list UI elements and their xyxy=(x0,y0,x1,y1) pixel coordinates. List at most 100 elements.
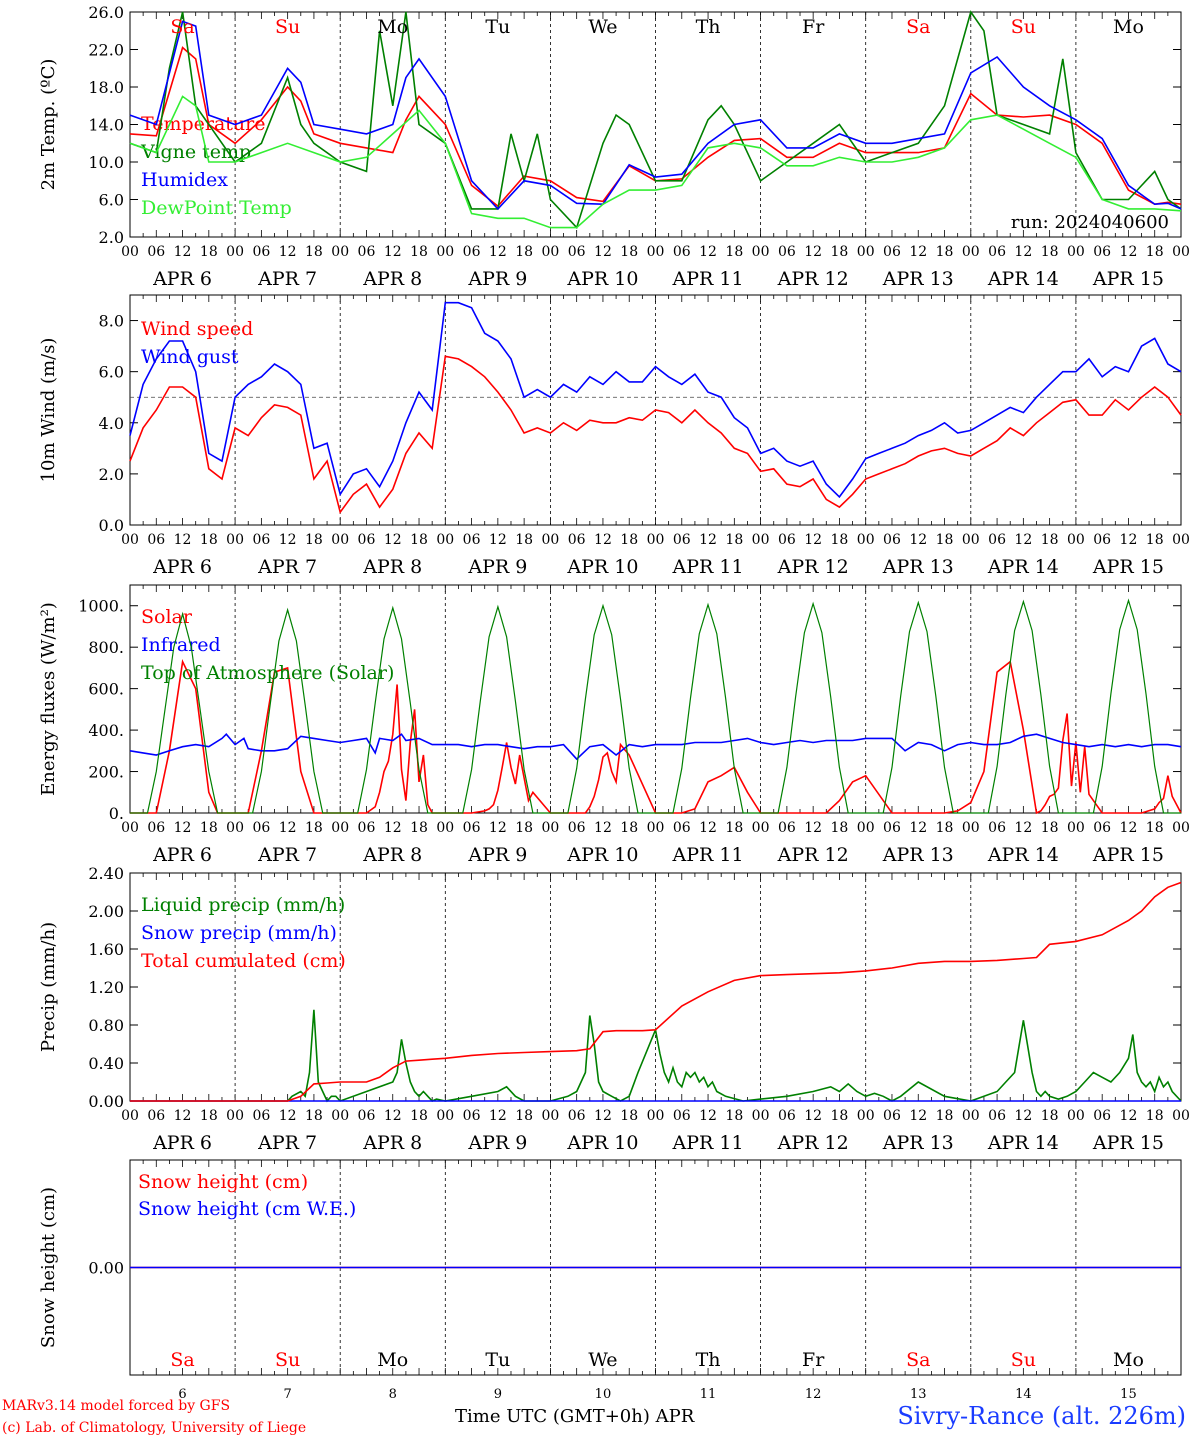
hour-label: 06 xyxy=(252,244,270,260)
day-number-label: 13 xyxy=(910,1387,927,1402)
hour-label: 00 xyxy=(1172,820,1190,836)
hour-label: 00 xyxy=(647,244,665,260)
date-label: APR 14 xyxy=(987,844,1059,866)
hour-label: 00 xyxy=(541,532,559,548)
date-label: APR 14 xyxy=(987,268,1059,290)
date-label: APR 9 xyxy=(467,1132,527,1154)
hour-label: 12 xyxy=(699,532,717,548)
hour-label: 12 xyxy=(174,820,192,836)
hour-label: 06 xyxy=(358,532,376,548)
date-label: APR 13 xyxy=(882,1132,954,1154)
day-number-label: 14 xyxy=(1015,1387,1032,1402)
weekday-label: Tu xyxy=(485,16,510,38)
y-tick-label: 2.00 xyxy=(88,902,124,921)
hour-label: 06 xyxy=(988,532,1006,548)
hour-label: 06 xyxy=(252,1108,270,1124)
hour-label: 12 xyxy=(594,244,612,260)
series-line xyxy=(129,20,1182,211)
hour-label: 06 xyxy=(568,820,586,836)
hour-label: 00 xyxy=(541,1108,559,1124)
hour-label: 00 xyxy=(857,820,875,836)
weekday-label: We xyxy=(588,1349,617,1371)
date-label: APR 7 xyxy=(257,844,317,866)
weekday-label: Fr xyxy=(802,16,825,38)
hour-label: 12 xyxy=(384,820,402,836)
y-tick-label: 800. xyxy=(88,638,124,657)
date-label: APR 8 xyxy=(362,268,422,290)
date-label: APR 14 xyxy=(987,556,1059,578)
hour-label: 12 xyxy=(909,1108,927,1124)
hour-label: 18 xyxy=(620,532,638,548)
hour-label: 00 xyxy=(331,1108,349,1124)
hour-label: 18 xyxy=(1041,244,1059,260)
legend-entry: Vigne temp xyxy=(140,141,251,163)
date-label: APR 10 xyxy=(566,556,638,578)
y-tick-label: 26.0 xyxy=(88,3,124,22)
hour-label: 12 xyxy=(1120,244,1138,260)
hour-label: 00 xyxy=(647,532,665,548)
credit-lab: (c) Lab. of Climatology, University of L… xyxy=(2,1420,307,1436)
hour-label: 06 xyxy=(147,532,165,548)
hour-label: 12 xyxy=(489,1108,507,1124)
hour-label: 12 xyxy=(594,532,612,548)
hour-label: 12 xyxy=(1014,532,1032,548)
legend-entry: Top of Atmosphere (Solar) xyxy=(141,662,394,684)
hour-label: 00 xyxy=(541,820,559,836)
y-tick-label: 2.40 xyxy=(88,864,124,883)
hour-label: 12 xyxy=(909,820,927,836)
hour-label: 18 xyxy=(725,1108,743,1124)
hour-label: 18 xyxy=(515,1108,533,1124)
date-label: APR 15 xyxy=(1092,268,1164,290)
hour-label: 12 xyxy=(594,820,612,836)
hour-label: 00 xyxy=(331,532,349,548)
hour-label: 12 xyxy=(279,532,297,548)
hour-label: 06 xyxy=(147,1108,165,1124)
hour-label: 06 xyxy=(147,820,165,836)
hour-label: 06 xyxy=(1093,244,1111,260)
date-label: APR 10 xyxy=(566,1132,638,1154)
hour-label: 06 xyxy=(463,820,481,836)
y-tick-label: 1.60 xyxy=(88,940,124,959)
hour-label: 00 xyxy=(541,244,559,260)
hour-label: 06 xyxy=(358,244,376,260)
hour-label: 18 xyxy=(725,532,743,548)
y-axis-label: Snow height (cm) xyxy=(38,1187,59,1348)
hour-label: 06 xyxy=(988,244,1006,260)
y-tick-label: 22.0 xyxy=(88,41,124,60)
hour-label: 00 xyxy=(1067,532,1085,548)
y-tick-label: 0.80 xyxy=(88,1016,124,1035)
series-line xyxy=(129,733,1182,761)
series-line xyxy=(129,355,1182,515)
hour-label: 06 xyxy=(778,1108,796,1124)
y-tick-label: 6.0 xyxy=(99,191,124,210)
hour-label: 12 xyxy=(804,820,822,836)
hour-label: 18 xyxy=(725,244,743,260)
y-tick-label: 0.00 xyxy=(88,1092,124,1111)
hour-label: 12 xyxy=(384,244,402,260)
date-label: APR 6 xyxy=(152,556,212,578)
hour-label: 00 xyxy=(857,532,875,548)
hour-label: 12 xyxy=(909,532,927,548)
hour-label: 00 xyxy=(1067,820,1085,836)
legend-entry: Liquid precip (mm/h) xyxy=(141,894,345,916)
hour-label: 12 xyxy=(699,244,717,260)
y-tick-label: 6.0 xyxy=(99,363,124,382)
y-tick-label: 4.0 xyxy=(99,414,124,433)
legend-entry: Total cumulated (cm) xyxy=(141,950,346,972)
date-label: APR 15 xyxy=(1092,556,1164,578)
date-label: APR 14 xyxy=(987,1132,1059,1154)
weekday-label: Su xyxy=(1011,16,1036,38)
hour-label: 06 xyxy=(778,244,796,260)
hour-label: 06 xyxy=(673,1108,691,1124)
day-number-label: 6 xyxy=(178,1387,186,1402)
hour-label: 18 xyxy=(620,244,638,260)
hour-label: 12 xyxy=(279,1108,297,1124)
hour-label: 06 xyxy=(252,820,270,836)
date-label: APR 6 xyxy=(152,844,212,866)
legend-entry: Wind speed xyxy=(141,318,253,340)
hour-label: 06 xyxy=(1093,532,1111,548)
hour-label: 12 xyxy=(489,244,507,260)
hour-label: 12 xyxy=(1120,820,1138,836)
y-axis-label: Energy fluxes (W/m²) xyxy=(38,602,59,796)
